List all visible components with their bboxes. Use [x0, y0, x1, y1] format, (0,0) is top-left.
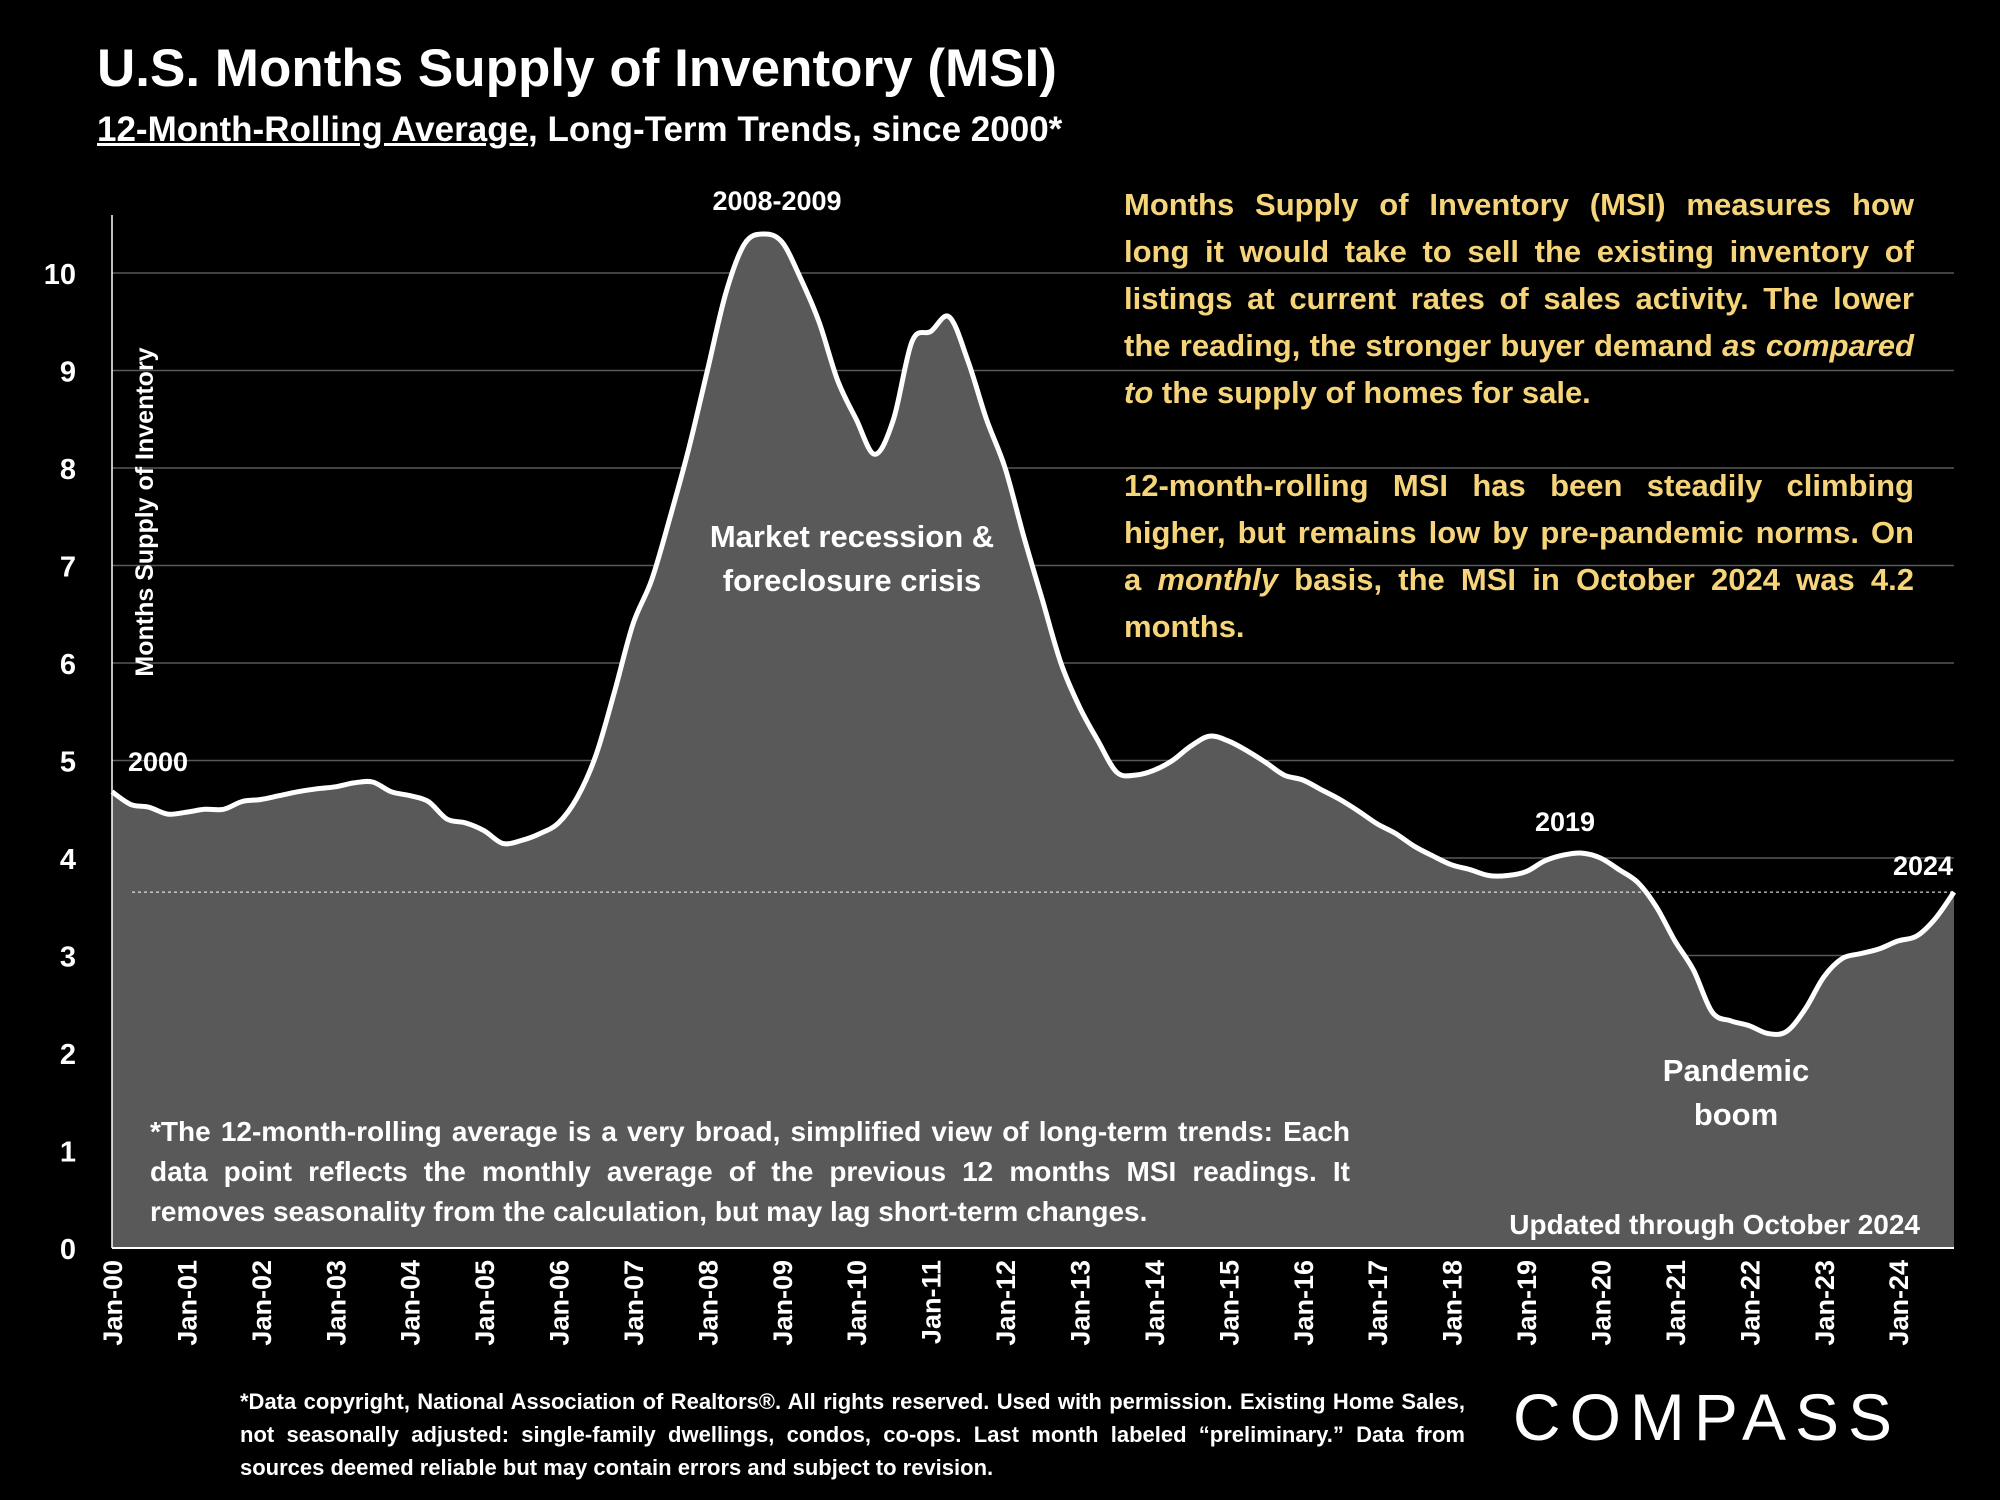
x-tick-label: Jan-22: [1735, 1260, 1765, 1346]
x-tick-label: Jan-08: [693, 1260, 723, 1346]
y-tick-label: 8: [60, 454, 76, 486]
rolling-average-note: *The 12-month-rolling average is a very …: [150, 1116, 1350, 1227]
x-tick-label: Jan-18: [1438, 1260, 1468, 1346]
x-tick-label: Jan-00: [98, 1260, 128, 1346]
x-tick-label: Jan-03: [321, 1260, 351, 1346]
data-copyright-note: *Data copyright, National Association of…: [240, 1389, 1465, 1480]
y-tick-labels: 0 1 2 3 4 5 6 7 8 9 10: [44, 259, 76, 1266]
y-tick-label: 1: [60, 1137, 76, 1169]
compass-logo-text: COMPASS: [1513, 1380, 1901, 1454]
x-tick-label: Jan-05: [470, 1260, 500, 1346]
x-tick-label: Jan-01: [172, 1260, 202, 1346]
msi-trend-text: 12-month-rolling MSI has been steadily c…: [1124, 468, 1915, 644]
y-tick-label: 4: [60, 844, 76, 876]
x-tick-label: Jan-02: [247, 1260, 277, 1346]
y-tick-label: 7: [60, 552, 76, 584]
x-tick-label: Jan-19: [1512, 1260, 1542, 1346]
msi-line: [110, 231, 1957, 1037]
y-tick-label: 6: [60, 649, 76, 681]
x-tick-label: Jan-10: [842, 1260, 872, 1346]
x-tick-label: Jan-06: [545, 1260, 575, 1346]
x-tick-label: Jan-15: [1214, 1260, 1244, 1346]
x-tick-label: Jan-11: [917, 1260, 947, 1344]
page-subtitle: 12-Month-Rolling Average, Long-Term Tren…: [97, 110, 1062, 150]
y-tick-label: 9: [60, 357, 76, 389]
x-tick-label: Jan-17: [1363, 1260, 1393, 1346]
x-tick-labels: Jan-00 Jan-01 Jan-02 Jan-03 Jan-04 Jan-05 Jan-…: [98, 1260, 1914, 1346]
msi-definition-text: Months Supply of Inventory (MSI) measure…: [1124, 187, 1914, 410]
y-tick-label: 3: [60, 942, 76, 974]
x-tick-label: Jan-23: [1810, 1260, 1840, 1346]
annotation-2019: 2019: [1535, 807, 1595, 837]
page-title: U.S. Months Supply of Inventory (MSI): [97, 39, 1057, 98]
y-axis-label: Months Supply of Inventory: [131, 347, 159, 676]
subtitle-underlined: 12-Month-Rolling Average: [97, 110, 529, 149]
msi-area: [112, 233, 1954, 1248]
compass-logo: COMPASS: [1513, 1380, 1901, 1454]
annotation-pandemic-line2: boom: [1694, 1097, 1778, 1132]
y-tick-label: 5: [60, 747, 76, 779]
annotation-recession-line1: Market recession &: [710, 519, 994, 554]
x-tick-label: Jan-20: [1586, 1260, 1616, 1346]
annotation-2008-2009: 2008-2009: [712, 186, 841, 216]
annotation-pandemic-line1: Pandemic: [1663, 1053, 1809, 1088]
annotation-2024: 2024: [1893, 851, 1953, 881]
y-tick-label: 10: [44, 259, 76, 291]
x-tick-label: Jan-12: [991, 1260, 1021, 1346]
chart-annotations: 2000 2008-2009 Market recession & forecl…: [128, 186, 1953, 1132]
annotation-recession-line2: foreclosure crisis: [723, 563, 981, 598]
x-tick-label: Jan-07: [619, 1260, 649, 1346]
y-tick-label: 2: [60, 1039, 76, 1071]
annotation-2000: 2000: [128, 747, 188, 777]
x-tick-label: Jan-16: [1289, 1260, 1319, 1346]
x-tick-label: Jan-21: [1661, 1260, 1691, 1346]
x-tick-label: Jan-24: [1884, 1260, 1914, 1346]
subtitle-rest: , Long-Term Trends, since 2000*: [528, 110, 1063, 149]
y-tick-label: 0: [60, 1234, 76, 1266]
x-tick-label: Jan-14: [1140, 1260, 1170, 1346]
x-tick-label: Jan-09: [768, 1260, 798, 1346]
x-tick-label: Jan-13: [1066, 1260, 1096, 1346]
x-tick-label: Jan-04: [396, 1260, 426, 1346]
updated-note: Updated through October 2024: [1509, 1209, 1920, 1240]
